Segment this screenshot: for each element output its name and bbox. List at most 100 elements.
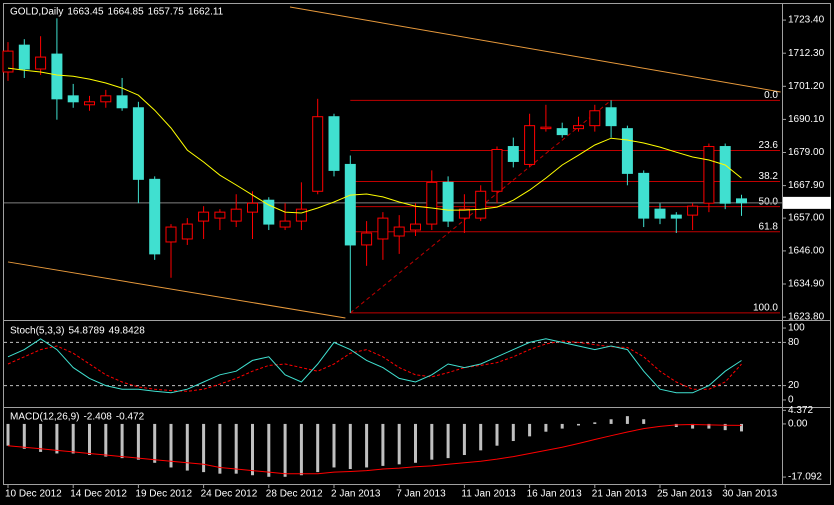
trend-line [289,6,781,93]
candle-body [736,198,747,204]
candle-body [149,178,161,255]
macd-bar [593,422,597,424]
macd-bar [71,423,75,454]
stoch-signal [7,340,742,392]
macd-bar [104,423,108,457]
candle-body [703,146,715,204]
moving-average [7,67,742,214]
macd-bar [397,423,401,465]
candle-body [100,95,112,103]
macd-bar [283,423,287,477]
x-tick-label: 24 Dec 2012 [201,489,258,500]
fib-label: 0.0 [764,90,778,101]
macd-bar [625,416,629,424]
y-tick-label: 1679.00 [788,147,825,158]
macd-bar [6,423,10,446]
price-tag [783,196,831,209]
candle-body [377,217,389,240]
macd-bar [169,423,173,468]
header-text: -2.408 [83,412,112,423]
fib-label: 38.2 [759,171,779,182]
x-tick-label: 10 Dec 2012 [5,489,62,500]
candle-body [165,226,177,243]
macd-bar [22,423,26,449]
macd-bar [609,419,613,424]
header-text: 1664.85 [108,7,145,18]
candle-body [361,232,373,246]
candle-body [279,220,291,228]
candle-body [393,226,405,237]
macd-bar [511,423,515,442]
header-text: GOLD,Daily [10,7,63,18]
candle-body [719,146,731,204]
candle-body [621,128,633,174]
macd-bar [414,423,417,463]
y-tick-label: 1723.40 [788,15,825,26]
candle-body [295,208,307,222]
fib-label: 100.0 [753,303,778,314]
candle-body [589,110,601,127]
macd-bar [316,423,320,473]
fib-label: 23.6 [759,140,779,151]
x-tick-label: 7 Jan 2013 [396,489,446,500]
macd-bar [495,423,499,446]
candle-body [638,172,650,219]
macd-bar [707,423,711,429]
trend-line [7,261,346,319]
candle-body [458,208,470,219]
macd-bar [577,423,580,426]
macd-bar [462,423,466,456]
candle-body [247,202,258,213]
y-tick-label: 1623.80 [788,312,825,323]
macd-bar [88,423,91,456]
candle-body [35,56,47,70]
macd-bar [528,423,532,437]
y-tick-label: 0 [788,395,794,406]
macd-bar [544,423,548,432]
candle-body [687,205,699,216]
candle-body [2,50,14,73]
candle-body [312,116,324,192]
macd-bar [332,423,336,468]
header-text: 1662.11 [188,7,224,18]
macd-bar [740,423,743,432]
candle-body [605,107,617,127]
macd-bar [723,423,727,431]
macd-bar [674,423,678,428]
macd-bar [136,423,140,460]
x-tick-label: 25 Jan 2013 [657,489,712,500]
header-text: -0.472 [116,412,145,423]
candle-body [328,116,340,171]
macd-bar [642,419,646,424]
header-text: MACD(12,26,9) [10,412,79,423]
frame [3,3,831,485]
macd-bar [234,423,238,474]
macd-bar [185,423,189,471]
x-tick-label: 16 Jan 2013 [527,489,582,500]
candle-body [491,149,503,192]
candle-body [116,95,128,109]
candle-body [654,208,666,219]
candle-body [573,125,584,130]
macd-bar [267,423,271,477]
fib-label: 61.8 [759,221,779,232]
candle-body [230,208,242,222]
x-tick-label: 14 Dec 2012 [70,489,127,500]
macd-bar [55,423,59,454]
candle-body [181,223,193,240]
macd-bar [39,423,43,452]
macd-signal [7,423,742,475]
y-tick-label: 1657.00 [788,213,825,224]
y-tick-label: 1690.10 [788,114,825,125]
header-text: 54.8789 [68,326,105,337]
candle-body [198,211,210,222]
fib-label: 50.0 [759,196,779,207]
candle-body [442,181,454,222]
y-tick-label: 4.372 [788,405,813,416]
candle-body [540,126,552,130]
macd-bar [560,423,564,429]
y-tick-label: 80 [788,337,800,348]
macd-bar [153,423,157,463]
